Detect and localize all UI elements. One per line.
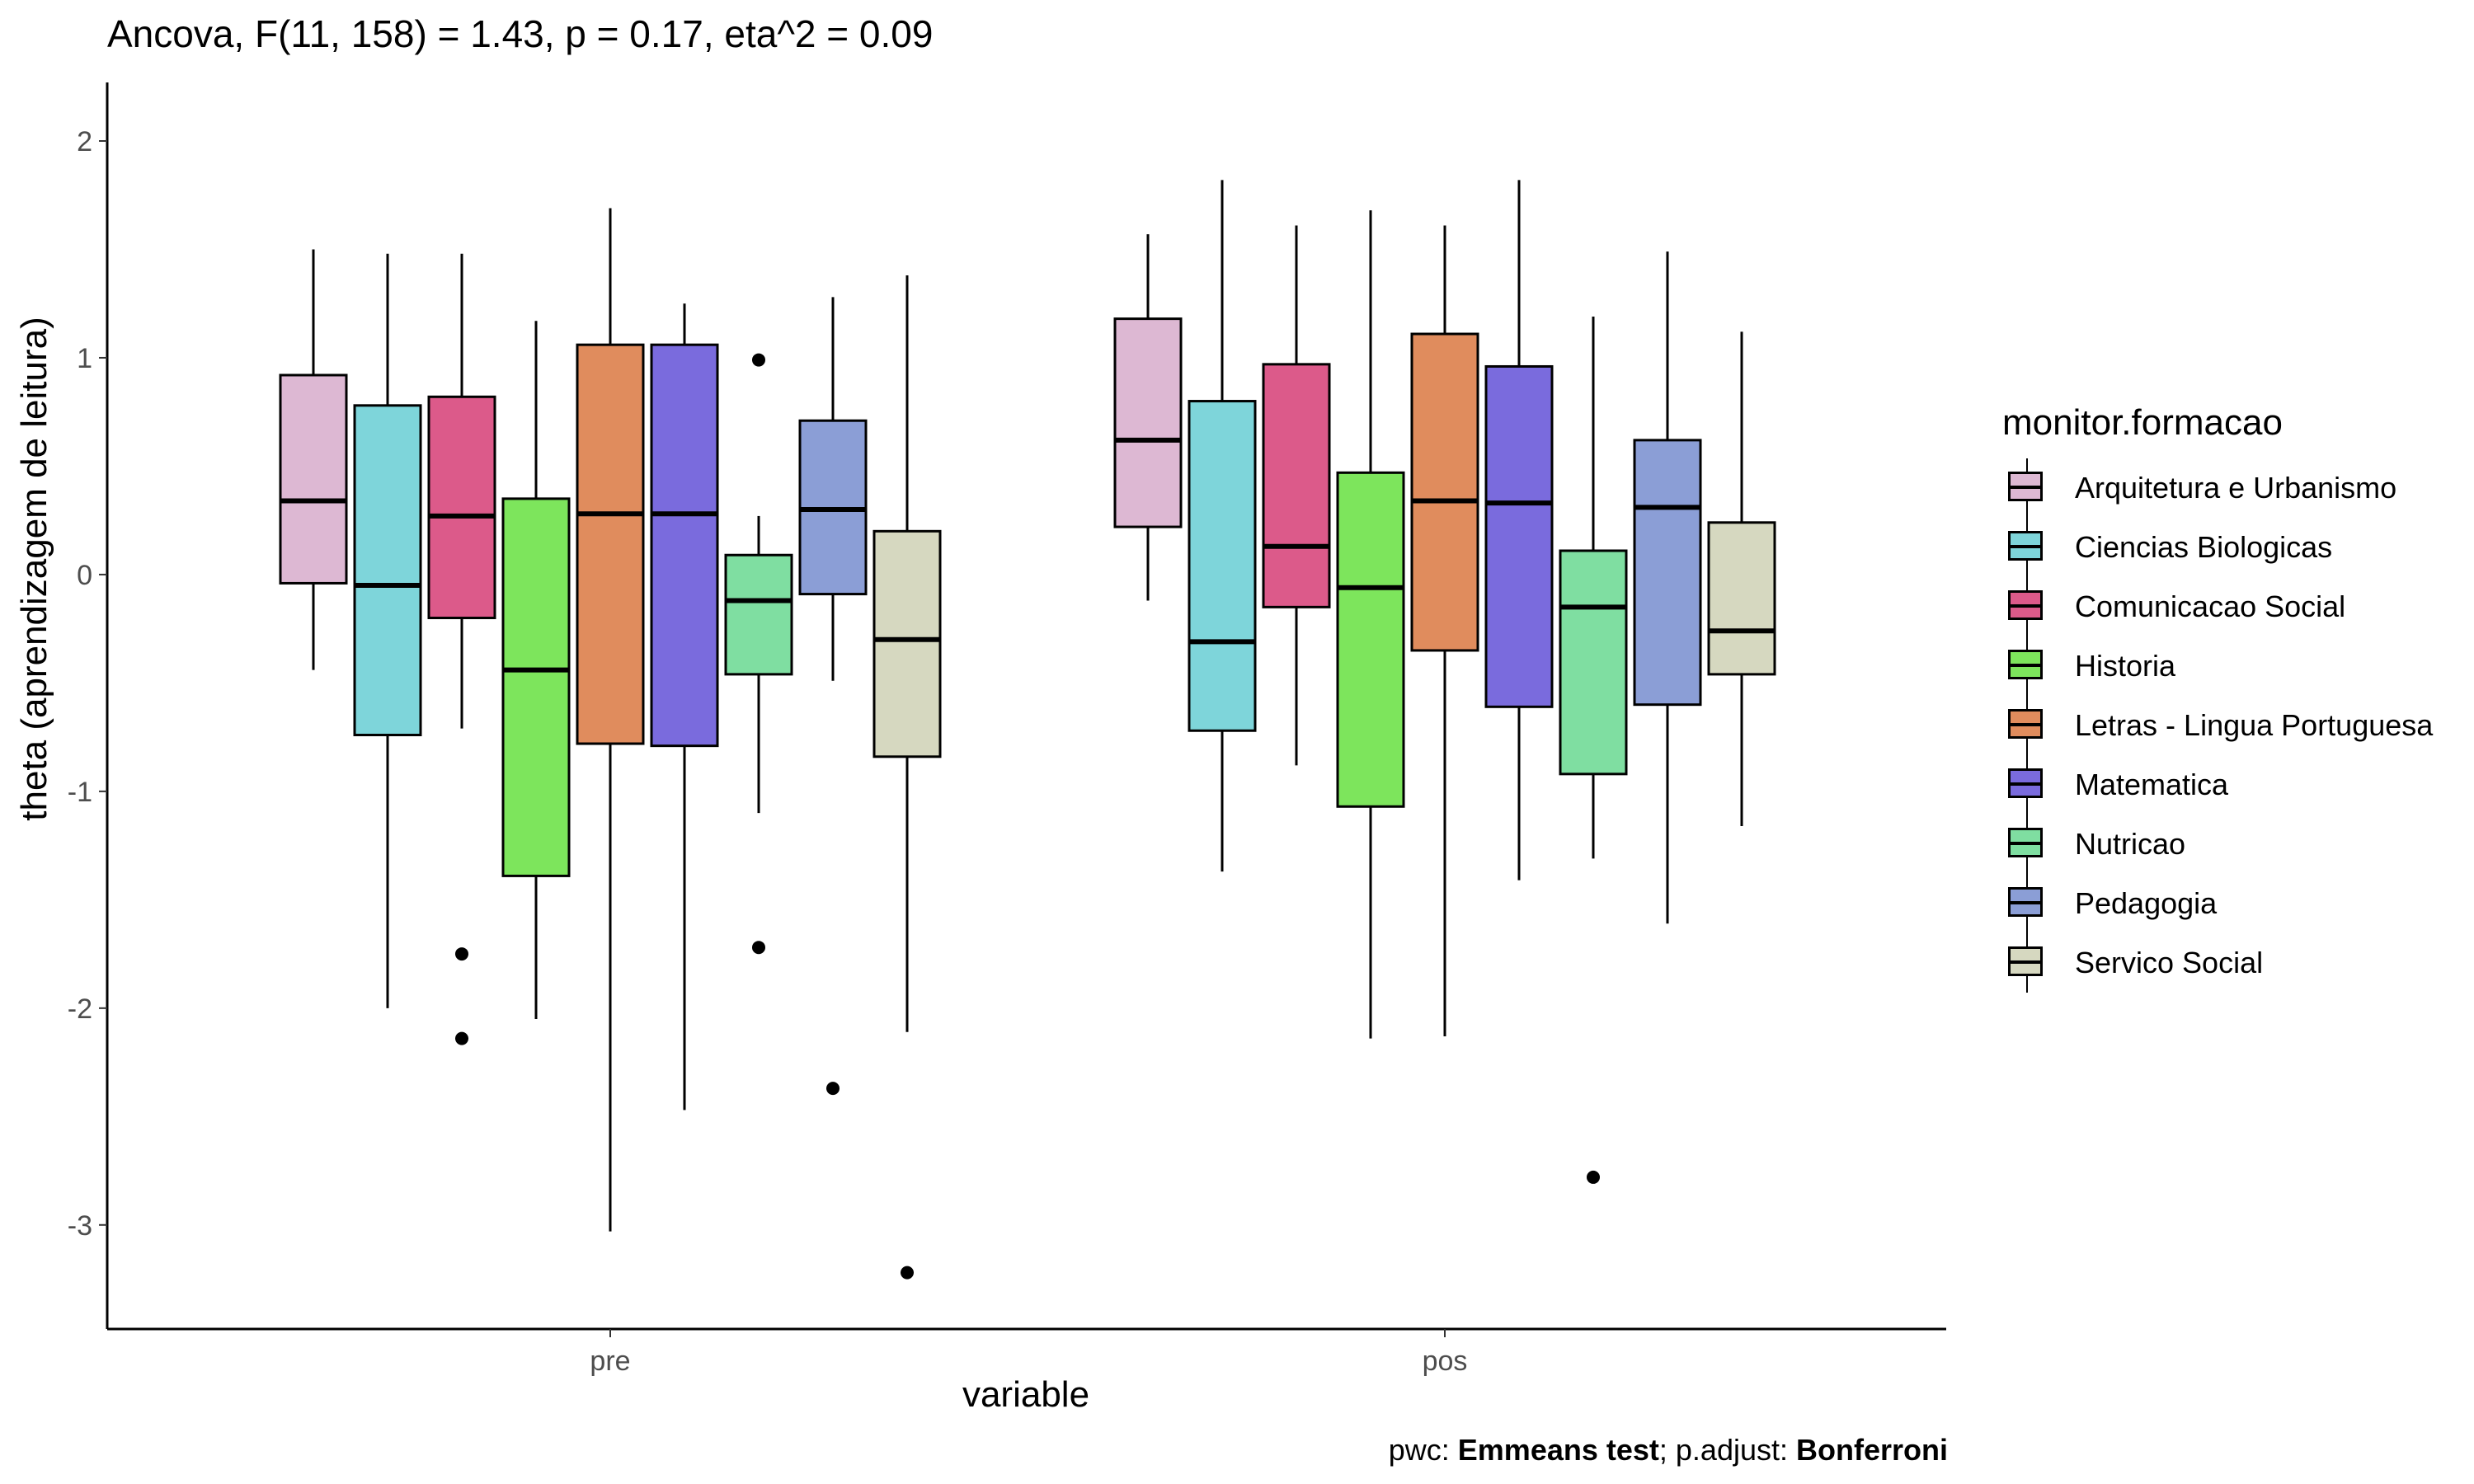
legend-key bbox=[2002, 577, 2052, 636]
box bbox=[650, 343, 719, 748]
legend-item: Arquitetura e Urbanismo bbox=[2002, 458, 2433, 518]
legend-key bbox=[2002, 518, 2052, 577]
y-tick-label: -1 bbox=[68, 777, 92, 808]
y-tick-label: 0 bbox=[77, 560, 92, 591]
y-tick-label: 1 bbox=[77, 343, 92, 374]
box bbox=[279, 373, 348, 585]
caption-pwc-value: Emmeans test bbox=[1457, 1433, 1659, 1467]
caption-adjust-value: Bonferroni bbox=[1796, 1433, 1948, 1467]
box bbox=[576, 343, 645, 745]
legend-label: Historia bbox=[2075, 649, 2176, 683]
box bbox=[872, 529, 942, 758]
x-tick-label: pos bbox=[1423, 1345, 1468, 1377]
legend-label: Letras - Lingua Portuguesa bbox=[2075, 708, 2434, 742]
y-axis-label: theta (aprendizagem de leitura) bbox=[14, 317, 54, 821]
box bbox=[1188, 400, 1257, 732]
outlier-point bbox=[1587, 1170, 1600, 1184]
caption-adjust-prefix: ; p.adjust: bbox=[1658, 1433, 1796, 1467]
legend-key bbox=[2002, 696, 2052, 755]
y-tick-label: -2 bbox=[68, 993, 92, 1025]
box bbox=[353, 404, 422, 736]
legend-label: Arquitetura e Urbanismo bbox=[2075, 471, 2397, 505]
legend-key bbox=[2002, 636, 2052, 696]
legend-label: Comunicacao Social bbox=[2075, 589, 2346, 623]
legend-item: Matematica bbox=[2002, 755, 2433, 815]
legend-key bbox=[2002, 874, 2052, 933]
box bbox=[501, 497, 571, 877]
box bbox=[1262, 363, 1331, 608]
outlier-point bbox=[455, 947, 468, 961]
legend-label: Servico Social bbox=[2075, 946, 2264, 979]
outlier-point bbox=[752, 353, 765, 367]
box bbox=[1410, 332, 1479, 652]
box bbox=[1336, 471, 1405, 808]
legend-title: monitor.formacao bbox=[2002, 402, 2283, 443]
outlier-point bbox=[901, 1266, 914, 1280]
legend-item: Ciencias Biologicas bbox=[2002, 518, 2433, 577]
legend-key bbox=[2002, 815, 2052, 874]
x-axis-label: variable bbox=[962, 1374, 1090, 1415]
box bbox=[1113, 317, 1183, 528]
box bbox=[1707, 521, 1776, 676]
box bbox=[724, 553, 793, 676]
outlier-point bbox=[826, 1082, 840, 1096]
legend-item: Pedagogia bbox=[2002, 874, 2433, 933]
legend-key bbox=[2002, 933, 2052, 993]
outlier-point bbox=[752, 941, 765, 955]
legend-item: Servico Social bbox=[2002, 933, 2433, 993]
legend-key bbox=[2002, 755, 2052, 815]
legend: monitor.formacao Arquitetura e Urbanismo… bbox=[2002, 402, 2433, 993]
legend-item: Historia bbox=[2002, 636, 2433, 696]
legend-key bbox=[2002, 458, 2052, 518]
y-tick-label: -3 bbox=[68, 1210, 92, 1242]
box bbox=[1633, 439, 1702, 707]
box bbox=[1559, 549, 1628, 776]
legend-item: Letras - Lingua Portuguesa bbox=[2002, 696, 2433, 755]
box bbox=[1484, 364, 1554, 708]
legend-label: Nutricao bbox=[2075, 827, 2186, 861]
legend-items: Arquitetura e Urbanismo Ciencias Biologic… bbox=[2002, 458, 2433, 993]
chart-title: Ancova, F(11, 158) = 1.43, p = 0.17, eta… bbox=[107, 12, 934, 55]
legend-item: Comunicacao Social bbox=[2002, 577, 2433, 636]
caption: pwc: Emmeans test; p.adjust: Bonferroni bbox=[1389, 1433, 1948, 1468]
legend-label: Matematica bbox=[2075, 768, 2229, 801]
outlier-point bbox=[455, 1031, 468, 1045]
caption-pwc-prefix: pwc: bbox=[1388, 1433, 1458, 1467]
box bbox=[427, 395, 496, 620]
x-tick-label: pre bbox=[590, 1345, 630, 1377]
legend-label: Pedagogia bbox=[2075, 886, 2218, 920]
y-tick-label: 2 bbox=[77, 126, 92, 157]
legend-item: Nutricao bbox=[2002, 815, 2433, 874]
legend-label: Ciencias Biologicas bbox=[2075, 530, 2333, 564]
